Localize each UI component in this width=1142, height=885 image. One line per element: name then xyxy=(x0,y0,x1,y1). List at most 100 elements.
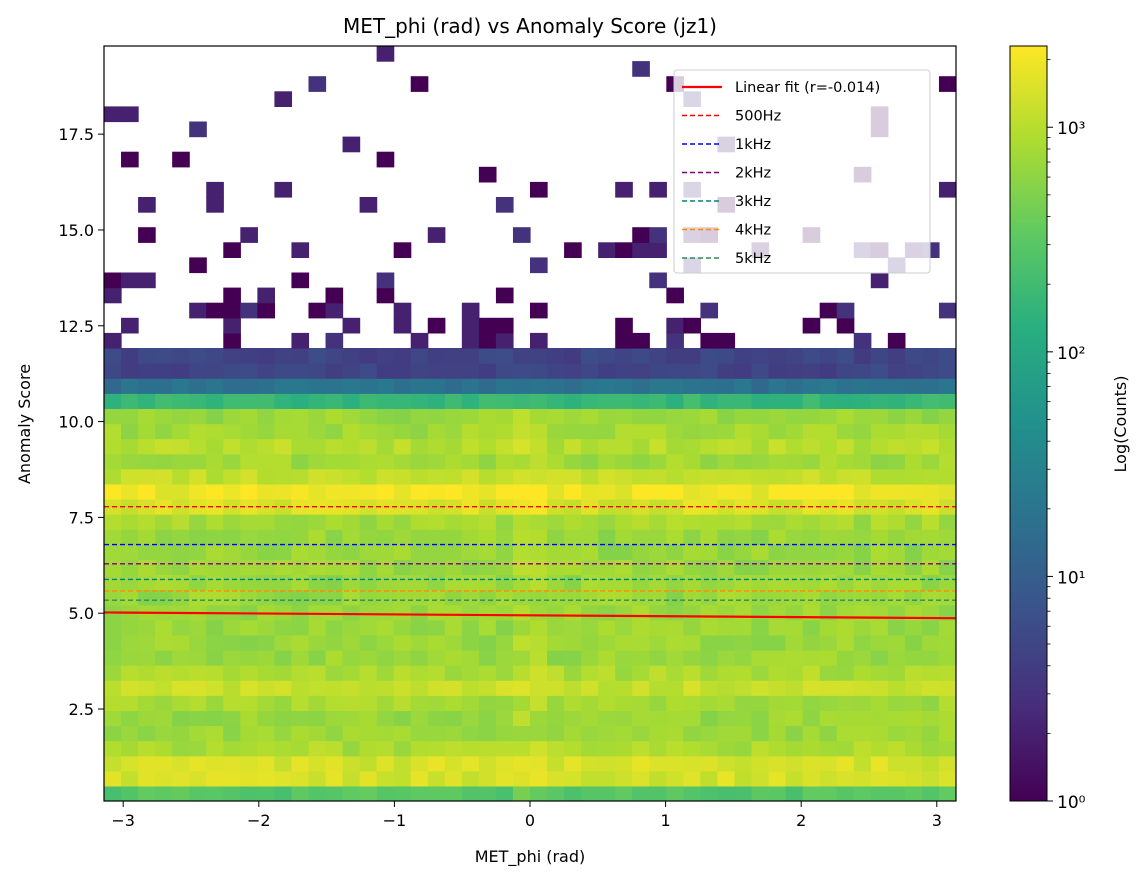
histogram-cell xyxy=(257,785,275,801)
histogram-cell xyxy=(530,770,548,787)
histogram-cell xyxy=(700,468,719,485)
histogram-cell xyxy=(564,619,582,636)
histogram-cell xyxy=(444,695,463,711)
histogram-cell xyxy=(836,483,855,500)
histogram-cell xyxy=(223,302,241,319)
histogram-cell xyxy=(547,725,565,742)
histogram-cell xyxy=(836,499,855,515)
histogram-cell xyxy=(853,589,872,606)
histogram-cell xyxy=(206,680,224,696)
histogram-cell xyxy=(121,272,139,289)
histogram-cell xyxy=(887,770,906,787)
histogram-cell xyxy=(461,423,480,440)
histogram-cell xyxy=(564,348,582,364)
histogram-cell xyxy=(564,423,582,440)
histogram-cell xyxy=(887,529,906,545)
histogram-cell xyxy=(564,740,582,757)
histogram-cell xyxy=(853,363,872,379)
histogram-cell xyxy=(155,589,173,606)
histogram-cell xyxy=(206,544,224,560)
histogram-cell xyxy=(717,710,736,727)
histogram-cell xyxy=(632,574,650,591)
histogram-cell xyxy=(206,393,224,409)
histogram-cell xyxy=(921,483,940,500)
histogram-cell xyxy=(904,529,923,545)
histogram-cell xyxy=(427,574,446,591)
histogram-cell xyxy=(564,438,582,455)
histogram-cell xyxy=(172,770,190,787)
histogram-cell xyxy=(155,378,173,394)
histogram-cell xyxy=(904,634,923,651)
histogram-cell xyxy=(410,785,429,801)
histogram-cell xyxy=(802,725,821,742)
histogram-cell xyxy=(478,378,497,394)
histogram-cell xyxy=(581,619,599,636)
histogram-cell xyxy=(615,468,633,485)
histogram-cell xyxy=(172,348,190,364)
histogram-cell xyxy=(819,710,838,727)
histogram-cell xyxy=(853,499,872,515)
histogram-cell xyxy=(359,483,378,500)
histogram-cell xyxy=(461,665,480,681)
histogram-cell xyxy=(359,514,378,530)
histogram-cell xyxy=(189,680,207,696)
histogram-cell xyxy=(581,408,599,425)
histogram-cell xyxy=(547,574,565,591)
histogram-cell xyxy=(138,770,156,787)
histogram-cell xyxy=(887,650,906,666)
histogram-cell xyxy=(206,785,224,801)
histogram-cell xyxy=(530,332,548,349)
histogram-cell xyxy=(785,680,804,696)
histogram-cell xyxy=(138,725,156,742)
histogram-cell xyxy=(240,785,258,801)
histogram-cell xyxy=(649,378,667,394)
histogram-cell xyxy=(172,619,190,636)
histogram-cell xyxy=(666,529,684,545)
histogram-cell xyxy=(359,468,378,485)
histogram-cell xyxy=(615,680,633,696)
histogram-cell xyxy=(172,514,190,530)
histogram-cell xyxy=(393,408,412,425)
histogram-cell xyxy=(547,650,565,666)
histogram-cell xyxy=(342,483,361,500)
histogram-cell xyxy=(887,363,906,379)
histogram-cell xyxy=(581,483,599,500)
histogram-cell xyxy=(717,634,736,651)
histogram-cell xyxy=(274,483,293,500)
histogram-cell xyxy=(325,725,344,742)
histogram-cell xyxy=(547,604,565,621)
histogram-cell xyxy=(683,650,701,666)
histogram-cell xyxy=(461,755,480,772)
histogram-cell xyxy=(853,348,872,364)
histogram-cell xyxy=(581,468,599,485)
histogram-cell xyxy=(495,634,514,651)
histogram-cell xyxy=(206,514,224,530)
histogram-cell xyxy=(904,453,923,470)
histogram-cell xyxy=(938,770,956,787)
histogram-cell xyxy=(836,619,855,636)
histogram-cell xyxy=(274,680,293,696)
histogram-cell xyxy=(410,574,429,591)
histogram-cell xyxy=(921,468,940,485)
histogram-cell xyxy=(836,710,855,727)
histogram-cell xyxy=(495,438,514,455)
histogram-cell xyxy=(257,725,275,742)
histogram-cell xyxy=(751,619,770,636)
histogram-cell xyxy=(700,740,719,757)
histogram-cell xyxy=(325,544,344,560)
histogram-cell xyxy=(819,423,838,440)
histogram-cell xyxy=(666,332,684,349)
histogram-cell xyxy=(802,634,821,651)
histogram-cell xyxy=(376,574,395,591)
histogram-cell xyxy=(274,363,293,379)
histogram-cell xyxy=(666,468,684,485)
y-tick-label: 15.0 xyxy=(58,221,94,240)
histogram-cell xyxy=(240,544,258,560)
histogram-cell xyxy=(325,378,344,394)
histogram-cell xyxy=(376,393,395,409)
histogram-cell xyxy=(802,619,821,636)
histogram-cell xyxy=(904,544,923,560)
histogram-cell xyxy=(172,559,190,576)
histogram-cell xyxy=(683,755,701,772)
histogram-cell xyxy=(836,665,855,681)
